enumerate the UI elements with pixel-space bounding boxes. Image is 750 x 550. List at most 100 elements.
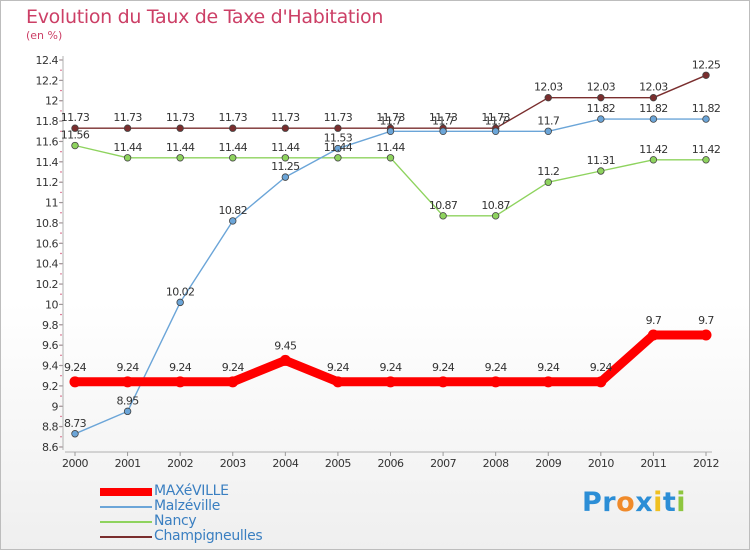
data-point: [123, 154, 132, 162]
data-point: [176, 298, 184, 307]
data-point: [597, 93, 605, 102]
data-point: [281, 173, 290, 181]
x-tick-label: 2007: [430, 457, 456, 470]
data-point: [176, 124, 184, 132]
series-lines: [69, 71, 712, 438]
y-tick-label: 10.8: [36, 217, 59, 230]
x-tick-label: 2008: [483, 457, 509, 470]
data-label: 11.53: [324, 132, 353, 145]
x-tick-label: 2011: [640, 457, 666, 470]
data-label: 9.24: [64, 361, 87, 374]
data-label: 11.7: [537, 114, 560, 127]
data-point: [229, 124, 237, 132]
data-label: 11.42: [639, 143, 668, 156]
legend-swatch: [100, 536, 152, 538]
y-tick-label: 11: [45, 197, 58, 210]
logo-letter: t: [662, 487, 677, 518]
data-label: 11.82: [587, 102, 616, 115]
proxiti-logo: Proxiti: [582, 487, 686, 518]
logo-letter: r: [602, 487, 617, 518]
data-point: [174, 376, 186, 388]
data-label: 9.24: [327, 361, 350, 374]
data-label: 11.73: [376, 111, 405, 124]
data-label: 11.73: [271, 111, 300, 124]
data-label: 11.7: [485, 114, 508, 127]
data-label: 11.73: [481, 111, 510, 124]
legend-swatch: [100, 521, 152, 523]
x-tick-label: 2012: [693, 457, 719, 470]
data-point: [700, 329, 712, 341]
y-minor-tick: [60, 273, 62, 275]
y-tick-label: 11.2: [36, 176, 59, 189]
legend-swatch: [100, 506, 152, 508]
y-axis: 8.6 8.8 9 9.2 9.4 9.6 9.8 10 10.2 10.4 10.6 10.8 11 1…: [36, 54, 64, 454]
data-label: 8.73: [64, 417, 87, 430]
data-label: 9.24: [222, 361, 245, 374]
data-label: 11.44: [166, 141, 195, 154]
data-label: 9.24: [169, 361, 192, 374]
unit-label: (en %): [26, 29, 63, 42]
logo-letter: P: [582, 487, 603, 518]
y-tick-label: 9.2: [42, 380, 58, 393]
data-point: [702, 71, 710, 79]
x-tick-label: 2005: [325, 457, 351, 470]
data-point: [702, 156, 710, 164]
y-minor-tick: [60, 334, 62, 336]
data-label: 10.02: [166, 285, 195, 298]
y-minor-tick: [60, 293, 62, 295]
data-label: 11.44: [219, 141, 248, 154]
data-point: [332, 376, 344, 388]
logo-letter: i: [653, 487, 663, 518]
y-minor-tick: [60, 89, 62, 92]
y-tick-label: 8.8: [42, 421, 58, 434]
data-point: [281, 124, 290, 132]
data-point: [544, 93, 552, 102]
x-tick-label: 2006: [378, 457, 404, 470]
data-label: 11.44: [324, 141, 353, 154]
data-label: 11.73: [324, 111, 353, 124]
y-minor-tick: [60, 436, 62, 438]
data-point: [595, 376, 607, 388]
x-axis: 2000 2001 2002 2003 2004 2005 2006 2007 2008 2009…: [62, 451, 720, 470]
x-tick-label: 2009: [535, 457, 561, 470]
data-point: [647, 329, 659, 341]
data-label: 12.03: [587, 81, 616, 94]
data-point: [229, 217, 237, 225]
legend-label: Malzéville: [154, 498, 221, 514]
data-label: 9.45: [274, 339, 297, 352]
x-tick-label: 2001: [115, 457, 141, 470]
y-minor-tick: [60, 313, 62, 316]
data-point: [439, 127, 447, 135]
data-label: 12.03: [639, 81, 668, 94]
data-point: [71, 141, 79, 150]
x-tick-label: 2002: [167, 457, 193, 470]
data-point: [544, 127, 552, 135]
data-label: 11.73: [429, 111, 458, 124]
y-tick-label: 11.6: [36, 135, 59, 148]
data-point: [385, 376, 396, 388]
data-label: 9.7: [646, 314, 662, 327]
data-label: 9.24: [590, 361, 613, 374]
data-point: [491, 127, 500, 135]
data-point: [597, 115, 605, 123]
logo-letter: i: [676, 487, 687, 518]
y-tick-label: 12.2: [36, 74, 59, 87]
data-label: 9.24: [537, 361, 560, 374]
data-label: 11.73: [61, 111, 90, 124]
x-tick-label: 2000: [62, 457, 88, 470]
data-point: [279, 354, 291, 366]
y-tick-label: 11.8: [36, 115, 59, 128]
data-point: [439, 212, 447, 220]
data-point: [491, 212, 500, 220]
data-label: 10.82: [219, 204, 248, 217]
y-tick-label: 12: [45, 95, 58, 108]
y-tick-label: 9: [52, 400, 59, 413]
y-minor-tick: [60, 375, 62, 377]
data-label: 11.42: [692, 143, 721, 156]
y-minor-tick: [60, 252, 62, 255]
data-point: [69, 376, 81, 388]
y-tick-label: 10.2: [36, 278, 59, 291]
y-minor-tick: [60, 354, 62, 356]
legend-label: MAXéVILLE: [154, 483, 229, 499]
x-tick-label: 2010: [588, 457, 614, 470]
